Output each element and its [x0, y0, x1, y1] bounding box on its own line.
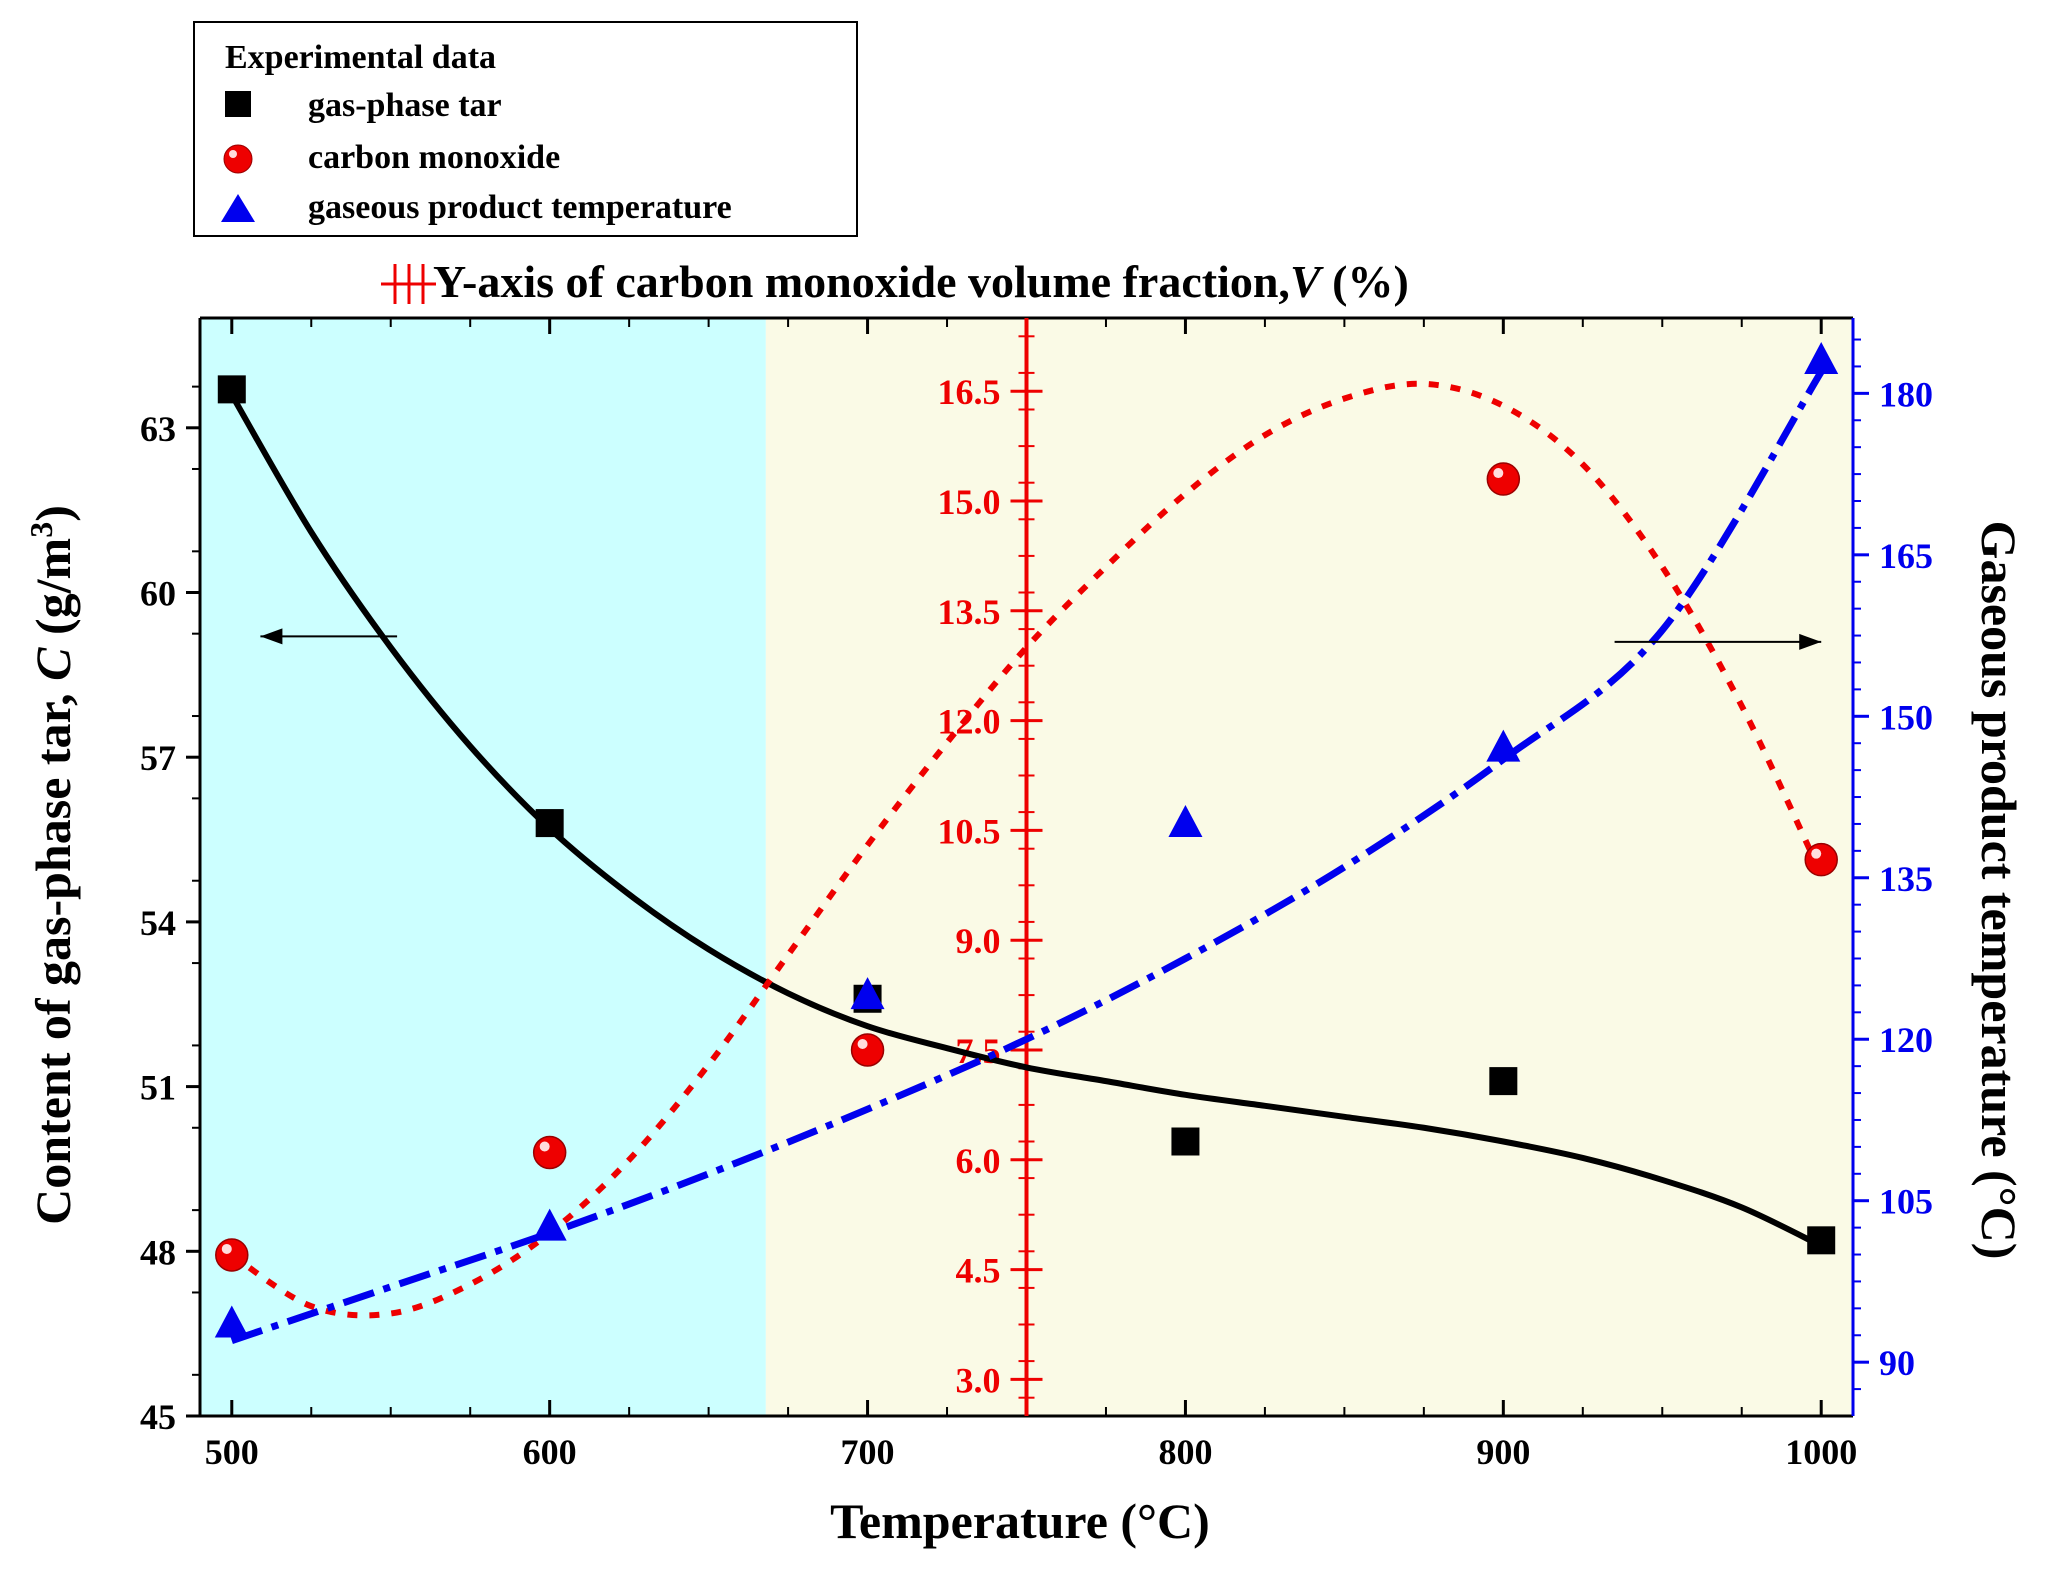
temperature-point [1486, 729, 1521, 762]
middle-axis-title-group: Y-axis of carbon monoxide volume fractio… [381, 256, 1409, 307]
left-tick-label: 48 [140, 1232, 176, 1272]
left-tick-label: 54 [140, 903, 176, 943]
left-tick-label: 60 [140, 574, 176, 614]
fit-curves [229, 369, 1825, 1344]
middle-tick-label: 9.0 [956, 921, 1001, 961]
temperature-point [1804, 342, 1839, 375]
fit-curve-gaseous-product-temperature [230, 369, 1825, 1344]
left-axis-label-var: C [25, 647, 81, 681]
left-tick-label: 45 [140, 1397, 176, 1437]
legend-circle-highlight [229, 150, 237, 158]
data-markers [214, 342, 1839, 1338]
axes: 500 600 700 800 900 1000 45 48 51 54 57 60 63 90 105 12… [140, 316, 1933, 1472]
x-tick-label: 600 [523, 1432, 577, 1472]
region-1 [765, 318, 1853, 1416]
legend-box [193, 21, 858, 237]
legend-item-tar: gas-phase tar [308, 87, 502, 124]
middle-tick-label: 10.5 [938, 811, 1001, 851]
co-point [215, 1238, 249, 1272]
middle-tick-label: 12.0 [938, 702, 1001, 742]
fit-curve-carbon-monoxide [230, 380, 1824, 1319]
x-tick-label: 700 [841, 1432, 895, 1472]
arrow-head-left [260, 628, 283, 645]
direction-arrows [260, 628, 1822, 650]
middle-axis-title-var: V [1290, 256, 1324, 307]
x-tick-label: 900 [1476, 1432, 1530, 1472]
tar-point [1171, 1127, 1200, 1156]
x-tick-label: 800 [1158, 1432, 1212, 1472]
middle-axis-title-suffix: (%) [1321, 256, 1409, 307]
left-axis-label: Content of gas-phase tar, C (g/m3) [23, 505, 81, 1225]
tar-point [535, 809, 564, 838]
fit-curve-gas-phase-tar [229, 393, 1823, 1249]
left-tick-label: 63 [140, 409, 176, 449]
right-tick-label: 150 [1879, 697, 1933, 737]
co-point-highlight [1493, 468, 1504, 479]
co-point [1486, 462, 1521, 496]
left-axis-label-sup: 3 [23, 522, 59, 538]
legend-square-marker [225, 91, 251, 117]
co-point-highlight [221, 1243, 232, 1254]
middle-axis-title-prefix: Y-axis of carbon monoxide volume fractio… [433, 256, 1290, 307]
right-tick-label: 105 [1879, 1182, 1933, 1222]
middle-tick-label: 13.5 [938, 592, 1001, 632]
right-tick-label: 90 [1879, 1343, 1915, 1383]
tar-point [217, 375, 246, 404]
legend: Experimental data gas-phase tar carbon m… [193, 21, 858, 237]
x-tick-label: 500 [205, 1432, 259, 1472]
legend-item-temp: gaseous product temperature [308, 189, 732, 226]
middle-tick-label: 4.5 [956, 1251, 1001, 1291]
left-axis-label-close: ) [25, 505, 81, 522]
right-axis-label: Gaseous product temperature (°C) [1971, 521, 2027, 1260]
right-tick-label: 165 [1879, 536, 1933, 576]
left-tick-label: 51 [140, 1068, 176, 1108]
middle-tick-label: 6.0 [956, 1141, 1001, 1181]
co-point-highlight [857, 1039, 868, 1049]
legend-triangle-marker [221, 194, 255, 222]
middle-tick-label: 15.0 [938, 482, 1001, 522]
temperature-point [214, 1305, 249, 1338]
temperature-point [532, 1208, 567, 1241]
temperature-point [850, 977, 885, 1010]
x-axis-label: Temperature (°C) [830, 1493, 1210, 1549]
right-tick-label: 120 [1879, 1020, 1933, 1060]
co-point [1804, 842, 1838, 877]
middle-tick-label: 16.5 [938, 372, 1001, 412]
legend-title: Experimental data [225, 39, 496, 76]
left-tick-label: 57 [140, 738, 176, 778]
left-axis-label-prefix: Content of gas-phase tar, [25, 681, 81, 1225]
left-axis-label-unit: (g/m [25, 538, 81, 648]
x-tick-label: 1000 [1785, 1432, 1857, 1472]
middle-tick-label: 3.0 [956, 1360, 1001, 1400]
tar-point [1489, 1067, 1518, 1096]
co-point [850, 1033, 885, 1067]
legend-circle-marker [223, 144, 253, 174]
co-point-highlight [539, 1141, 550, 1152]
legend-item-co: carbon monoxide [308, 139, 560, 176]
middle-axis-title: Y-axis of carbon monoxide volume fractio… [433, 256, 1409, 307]
arrow-head-right [1799, 633, 1822, 650]
background-regions [200, 318, 1853, 1416]
tar-point [1807, 1226, 1836, 1255]
co-point [532, 1135, 567, 1170]
co-point-highlight [1811, 848, 1822, 859]
right-tick-label: 180 [1879, 374, 1933, 414]
right-tick-label: 135 [1879, 859, 1933, 899]
temperature-point [1168, 804, 1203, 837]
